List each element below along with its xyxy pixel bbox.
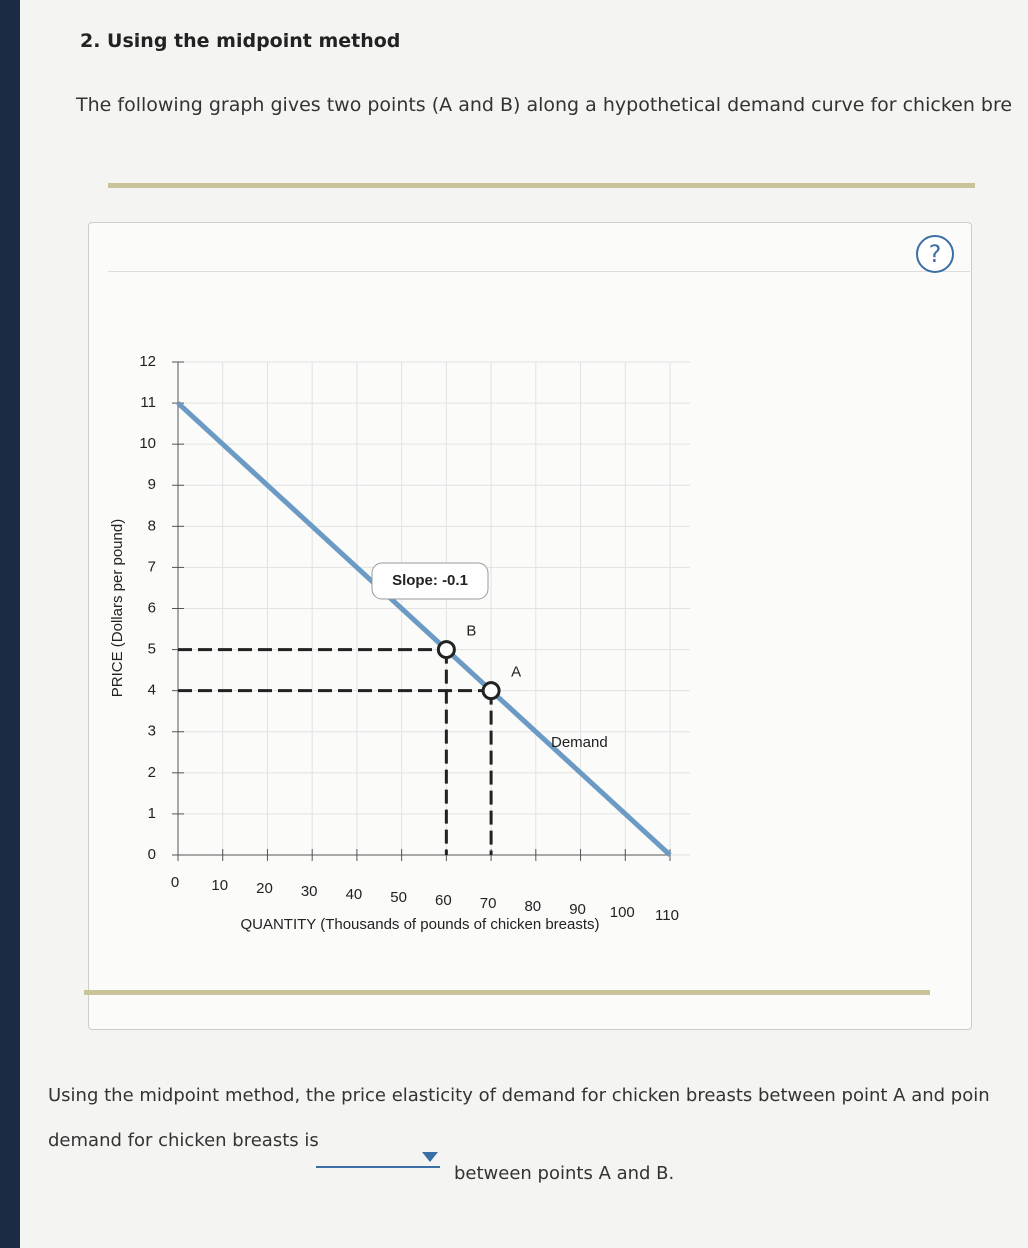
x-tick-label: 60: [435, 892, 452, 909]
x-tick-label: 50: [390, 889, 407, 906]
annotation-box: [371, 562, 489, 600]
y-tick-label: 1: [148, 805, 156, 822]
x-tick-label: 30: [301, 883, 318, 900]
dropdown-arrow: [422, 1152, 438, 1162]
x-tick-label: 80: [524, 898, 541, 915]
x-tick-label: 0: [171, 874, 179, 891]
side-strip: [0, 0, 20, 1248]
x-tick-label: 10: [211, 877, 228, 894]
annotation: Slope: -0.1: [392, 572, 468, 589]
y-tick-label: 5: [148, 641, 156, 658]
y-tick-label: 4: [148, 682, 156, 699]
point-label: B: [466, 623, 476, 640]
y-tick-label: 9: [148, 476, 156, 493]
x-tick-label: 110: [655, 907, 679, 924]
demand-line: [176, 401, 672, 857]
x-tick-label: 20: [256, 880, 273, 897]
question-text: between points A and B.: [454, 1163, 675, 1184]
y-tick-label: 10: [139, 435, 156, 452]
x-tick-label: 70: [480, 895, 497, 912]
y-tick-label: 7: [148, 558, 156, 575]
question-title: 2. Using the midpoint method: [80, 30, 401, 52]
question-text: Using the midpoint method, the price ela…: [48, 1085, 990, 1106]
divider: [84, 990, 930, 995]
x-tick-label: 100: [610, 904, 635, 921]
y-tick-label: 8: [148, 517, 156, 534]
panel-header-line: [108, 271, 970, 272]
intro-text: The following graph gives two points (A …: [76, 94, 1013, 116]
y-tick-label: 11: [140, 394, 156, 411]
answer-dropdown[interactable]: [316, 1150, 440, 1168]
y-tick-label: 2: [148, 764, 156, 781]
y-tick-label: 3: [148, 723, 156, 740]
y-tick-label: 12: [139, 353, 156, 370]
y-tick-label: 0: [148, 846, 156, 863]
y-axis-label: PRICE (Dollars per pound): [109, 519, 126, 697]
x-axis-label: QUANTITY (Thousands of pounds of chicken…: [240, 916, 599, 933]
divider: [108, 183, 975, 188]
point-marker: [481, 681, 501, 701]
x-tick-label: 40: [346, 886, 363, 903]
x-tick-label: 90: [569, 901, 586, 918]
point-marker: [436, 640, 456, 660]
series-label: Demand: [551, 734, 608, 751]
y-tick-label: 6: [148, 599, 156, 616]
point-label: A: [511, 664, 521, 681]
help-button[interactable]: ?: [916, 235, 954, 273]
question-text: demand for chicken breasts is: [48, 1130, 319, 1151]
graph-panel: [88, 222, 972, 1030]
